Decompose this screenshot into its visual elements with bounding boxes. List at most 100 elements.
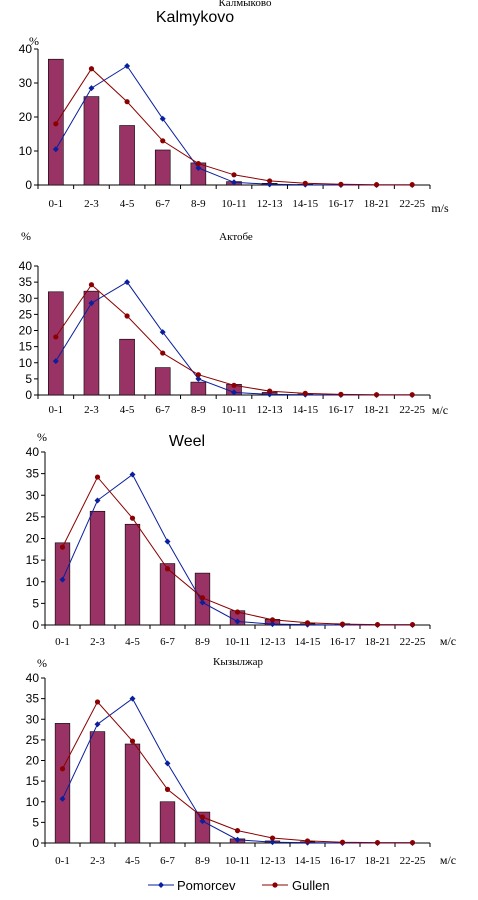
point-gullen xyxy=(164,566,171,572)
bar xyxy=(124,523,141,626)
x-tick-label: 0-1 xyxy=(55,855,70,867)
point-gullen xyxy=(234,828,241,834)
x-tick-label: 10-11 xyxy=(221,198,246,210)
x-tick-label: 22-25 xyxy=(400,636,426,648)
cut-off-title: Калмыково xyxy=(219,0,272,9)
y-tick-label: 0 xyxy=(32,618,39,632)
series-line-pomorcev xyxy=(55,65,413,186)
y-tick-label: 15 xyxy=(26,553,40,567)
point-gullen xyxy=(160,138,166,144)
bar xyxy=(190,381,207,396)
point-gullen xyxy=(339,621,346,627)
y-tick-label: 30 xyxy=(19,291,33,305)
point-gullen xyxy=(231,382,237,388)
point-pomorcev xyxy=(124,63,131,69)
y-tick-label: 30 xyxy=(26,488,40,502)
bar xyxy=(154,149,171,186)
point-pomorcev xyxy=(164,538,171,545)
y-tick-label: 25 xyxy=(26,733,40,747)
point-gullen xyxy=(124,99,130,105)
bar xyxy=(89,510,106,626)
point-gullen xyxy=(231,172,237,178)
y-tick-label: 15 xyxy=(26,774,40,788)
point-pomorcev xyxy=(159,329,166,336)
point-pomorcev xyxy=(195,165,202,171)
point-pomorcev xyxy=(231,179,237,186)
point-gullen xyxy=(373,182,380,188)
series-line-gullen xyxy=(62,701,413,844)
unit-label: m/s xyxy=(431,201,449,215)
x-tick-label: 8-9 xyxy=(191,404,206,416)
y-tick-label: 40 xyxy=(26,445,40,459)
x-tick-label: 10-11 xyxy=(221,404,246,416)
chart-2: Актобе% 0 5 10 15 20 25 30 35 40 0-1 2-3 4-5 6-7 8-9 10… xyxy=(19,229,448,417)
x-tick-label: 12-13 xyxy=(257,404,283,416)
unit-label: м/с xyxy=(432,403,448,417)
x-tick-label: 4-5 xyxy=(120,198,135,210)
x-tick-label: 22-25 xyxy=(399,404,425,416)
x-tick-label: 4-5 xyxy=(120,404,135,416)
point-gullen xyxy=(88,282,95,288)
bar xyxy=(119,338,135,396)
x-tick-label: 16-17 xyxy=(328,198,354,210)
percent-label: % xyxy=(29,34,39,48)
x-tick-label: 18-21 xyxy=(365,636,391,648)
point-gullen xyxy=(59,766,66,772)
x-tick-label: 14-15 xyxy=(292,198,318,210)
point-pomorcev xyxy=(124,279,131,286)
point-pomorcev xyxy=(94,721,101,728)
y-tick-label: 10 xyxy=(26,795,40,809)
bar xyxy=(54,723,71,844)
point-gullen xyxy=(304,838,311,844)
point-pomorcev xyxy=(88,300,95,307)
y-tick-label: 35 xyxy=(26,692,40,706)
chart-4: Кызылжар% 0 5 10 15 20 25 30 35 40 0-1 2-3 4-5 6-7 8-9… xyxy=(26,656,456,867)
point-pomorcev xyxy=(52,146,59,153)
x-tick-label: 0-1 xyxy=(48,404,63,416)
bar xyxy=(83,96,100,186)
point-pomorcev xyxy=(269,839,276,846)
y-tick-label: 20 xyxy=(26,754,40,768)
x-tick-label: 14-15 xyxy=(295,636,321,648)
point-gullen xyxy=(269,617,276,623)
x-tick-label: 2-3 xyxy=(90,855,105,867)
x-tick-label: 12-13 xyxy=(260,636,286,648)
x-tick-label: 16-17 xyxy=(330,636,356,648)
x-tick-label: 14-15 xyxy=(292,404,318,416)
point-gullen xyxy=(195,372,201,378)
point-gullen xyxy=(129,738,136,744)
unit-label: м/с xyxy=(440,634,456,648)
x-tick-label: 8-9 xyxy=(195,636,210,648)
point-pomorcev xyxy=(129,695,136,702)
point-pomorcev xyxy=(231,389,237,396)
series-line-pomorcev xyxy=(62,697,413,844)
point-gullen xyxy=(302,390,308,396)
point-pomorcev xyxy=(52,358,59,365)
point-pomorcev xyxy=(199,599,206,606)
point-pomorcev xyxy=(129,471,136,478)
point-gullen xyxy=(338,181,344,187)
x-tick-label: 2-3 xyxy=(84,198,99,210)
point-gullen xyxy=(374,621,381,628)
chart-title: Актобе xyxy=(219,231,253,243)
bar xyxy=(54,542,71,626)
y-tick-label: 5 xyxy=(32,815,39,829)
y-tick-label: 30 xyxy=(26,712,40,726)
legend-marker-pomorcev xyxy=(158,882,164,888)
x-tick-label: 22-25 xyxy=(399,198,425,210)
series-line-gullen xyxy=(62,476,413,626)
point-pomorcev xyxy=(94,497,101,504)
x-tick-label: 8-9 xyxy=(191,198,206,210)
point-gullen xyxy=(160,350,166,356)
y-tick-label: 0 xyxy=(32,836,39,850)
x-tick-label: 0-1 xyxy=(48,198,63,210)
series-line-gullen xyxy=(55,283,413,396)
percent-label: % xyxy=(37,656,47,670)
point-gullen xyxy=(409,839,416,846)
x-tick-label: 12-13 xyxy=(260,855,286,867)
y-tick-label: 10 xyxy=(19,356,33,370)
unit-label: м/с xyxy=(440,853,456,867)
point-gullen xyxy=(234,609,241,615)
